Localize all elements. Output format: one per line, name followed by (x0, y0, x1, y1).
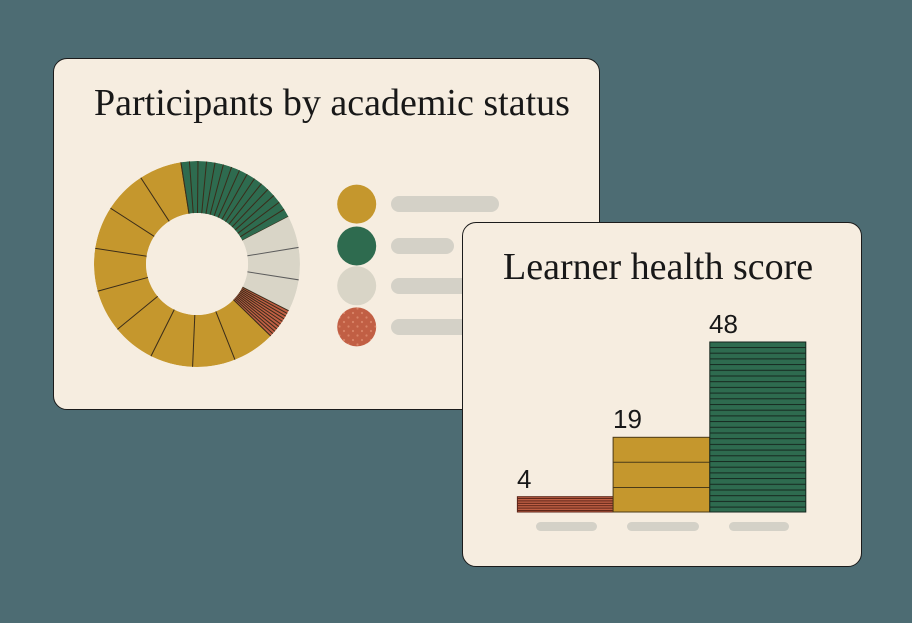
svg-text:4: 4 (517, 464, 531, 494)
svg-text:19: 19 (613, 404, 642, 434)
svg-text:48: 48 (709, 309, 738, 339)
